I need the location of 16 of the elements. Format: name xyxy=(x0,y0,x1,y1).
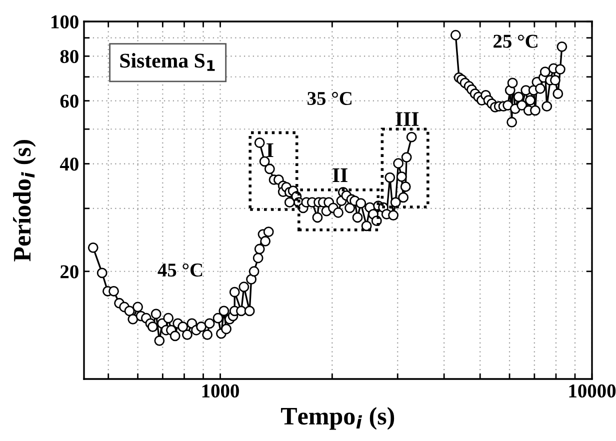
x-tick-label: 10000 xyxy=(569,384,616,398)
x-tick-label: 1000 xyxy=(202,384,239,398)
y-tick-label: 80 xyxy=(60,50,78,64)
annotation: II xyxy=(332,168,348,182)
annotation: I xyxy=(266,143,274,157)
y-tick-label: 60 xyxy=(60,94,78,108)
y-axis-title: Período$_{i}$ (s) xyxy=(13,140,36,262)
y-tick-label: 100 xyxy=(52,15,78,28)
annotation: 45 °C xyxy=(158,263,202,277)
y-tick-label: 20 xyxy=(60,265,78,278)
annotation: 35 °C xyxy=(308,92,352,106)
annotation: 25 °C xyxy=(494,34,538,48)
y-tick-label: 40 xyxy=(60,158,78,171)
x-axis-title: Tempo$_{i}$ (s) xyxy=(281,407,394,430)
annotation: III xyxy=(396,112,419,126)
annotation: Sistema S$_{1}$ xyxy=(120,53,215,71)
